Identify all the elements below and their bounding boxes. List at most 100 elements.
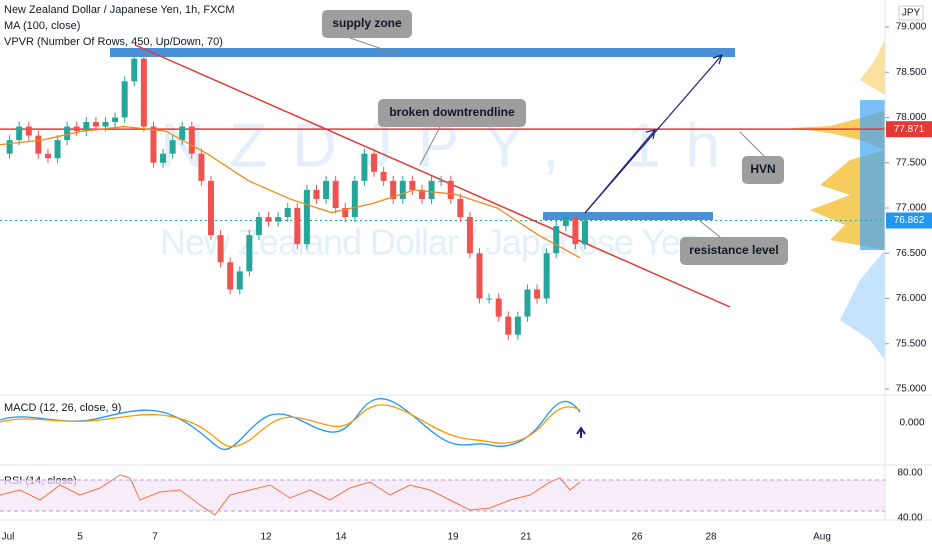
annotation: broken downtrendline (389, 105, 515, 119)
candle (543, 253, 550, 299)
price-tick-label: 77.000 (896, 203, 927, 214)
candle (371, 153, 378, 172)
candle (428, 180, 435, 199)
candle (524, 289, 531, 317)
candle (64, 126, 71, 141)
price-tag (886, 121, 932, 138)
candle (6, 140, 13, 154)
candle (169, 140, 176, 154)
candle (351, 180, 358, 218)
callout (742, 156, 784, 184)
candle (572, 217, 579, 245)
candle (112, 117, 119, 123)
callout-pointer (699, 220, 721, 238)
supply-zone-box (110, 48, 735, 57)
callout-pointer (739, 131, 766, 158)
price-tag-label: 77.871 (894, 124, 925, 135)
callout (322, 10, 412, 38)
candle (380, 171, 387, 181)
rsi-line (0, 474, 581, 516)
candle (236, 271, 243, 290)
volume-profile (790, 40, 885, 360)
signal-line (0, 404, 581, 448)
callout-pointer (419, 126, 441, 166)
candle (476, 253, 483, 299)
chart-title: New Zealand Dollar / Japanese Yen, 1h, F… (4, 4, 235, 16)
candle (409, 180, 416, 190)
candle (294, 208, 301, 245)
resistance-box (543, 212, 713, 220)
candle (227, 262, 234, 290)
candle (265, 217, 272, 222)
candle (121, 81, 128, 118)
candle (160, 153, 167, 163)
candle (582, 220, 588, 245)
candle (16, 126, 23, 141)
callout (680, 237, 788, 265)
ma-label: MA (100, close) (4, 20, 80, 32)
price-tick-label: 76.000 (896, 293, 927, 304)
candle (217, 235, 224, 263)
candle (25, 126, 32, 136)
rsi-tick-label: 40.00 (897, 513, 922, 524)
macd-zero-label: 0.000 (899, 418, 924, 429)
candle (44, 153, 51, 159)
candle (361, 153, 368, 181)
candle (399, 180, 406, 199)
price-tag (886, 212, 932, 229)
currency: JPY (902, 8, 921, 19)
price-tick-label: 76.500 (896, 248, 927, 259)
date-label: 19 (447, 532, 459, 543)
candle (486, 298, 493, 300)
candle (447, 180, 454, 199)
price-tick-label: 78.000 (896, 112, 927, 123)
candle (466, 217, 473, 254)
candle (534, 289, 541, 299)
date-axis: Jul 5 7 12 14 19 21 26 28 Aug (2, 532, 831, 543)
date-label: 7 (152, 532, 158, 543)
downtrend-line (134, 44, 731, 308)
macd-line (0, 398, 581, 451)
candle (150, 126, 157, 163)
arrow-head (712, 54, 723, 65)
candle (313, 189, 320, 199)
candle (562, 217, 569, 227)
price-tick-label: 75.500 (896, 338, 927, 349)
date-label: 26 (631, 532, 643, 543)
annotation: supply zone (332, 16, 402, 30)
candle (131, 58, 138, 82)
candle (553, 226, 560, 254)
candle (332, 180, 339, 208)
date-label: 28 (705, 532, 717, 543)
date-label: 5 (77, 532, 83, 543)
date-label: Jul (2, 532, 15, 543)
candle (207, 180, 214, 236)
callout-pointer (349, 37, 401, 56)
callout (378, 99, 526, 127)
candle (140, 58, 147, 127)
ma-line (0, 125, 581, 259)
candle (83, 122, 90, 132)
candle (457, 198, 464, 218)
candle (342, 208, 349, 218)
annotation: resistance level (689, 243, 778, 257)
candle (505, 316, 512, 335)
annotation: HVN (750, 162, 775, 176)
candle (246, 235, 253, 272)
candle (35, 135, 42, 154)
macd-label: MACD (12, 26, close, 9) (4, 402, 121, 414)
up-arrow (576, 426, 586, 438)
candle (390, 180, 397, 199)
price-tick-label: 79.000 (896, 22, 927, 33)
candle (255, 217, 262, 236)
rsi-band (0, 480, 885, 511)
candle (198, 153, 205, 181)
candle (275, 217, 282, 222)
candle (102, 122, 109, 127)
price-tick-label: 75.000 (896, 384, 927, 395)
candle (438, 180, 445, 182)
date-label: Aug (813, 532, 831, 543)
watermark-name: New Zealand Dollar / Japanese Yen (160, 222, 700, 263)
